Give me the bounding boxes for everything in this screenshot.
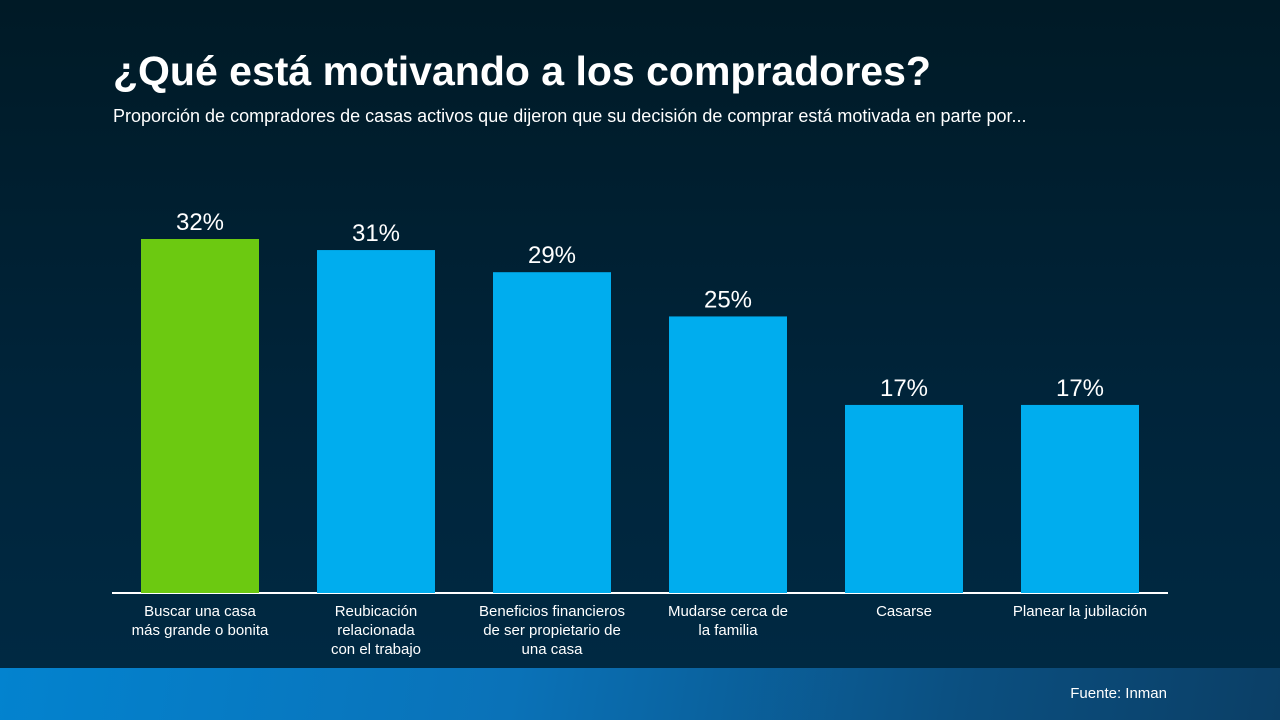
data-label: 31% xyxy=(352,220,400,247)
chart-title: ¿Qué está motivando a los compradores? xyxy=(113,48,931,94)
bar xyxy=(141,239,259,593)
data-label: 29% xyxy=(528,242,576,269)
bar xyxy=(845,404,963,593)
data-label: 32% xyxy=(176,209,224,236)
category-label: Beneficios financieros de ser propietario… xyxy=(479,603,625,658)
chart-subtitle: Proporción de compradores de casas activ… xyxy=(113,106,1027,126)
category-label: Buscar una casa más grande o bonita xyxy=(132,603,269,639)
source-label: Fuente: Inman xyxy=(1070,685,1167,702)
data-label: 17% xyxy=(880,375,928,402)
category-label: Mudarse cerca de la familia xyxy=(668,603,788,639)
bar-chart: 32% Buscar una casa más grande o bonita 31%… xyxy=(132,209,1147,658)
data-label: 17% xyxy=(1056,375,1104,402)
footer-band: Fuente: Inman xyxy=(0,668,1280,720)
category-label: Reubicación relacionada con el trabajo xyxy=(331,603,421,658)
bar xyxy=(1021,404,1139,593)
category-label: Casarse xyxy=(876,603,932,620)
bar xyxy=(669,316,787,593)
category-label: Planear la jubilación xyxy=(1013,603,1147,620)
data-label: 25% xyxy=(704,286,752,313)
bar xyxy=(317,250,435,593)
bar xyxy=(493,272,611,593)
